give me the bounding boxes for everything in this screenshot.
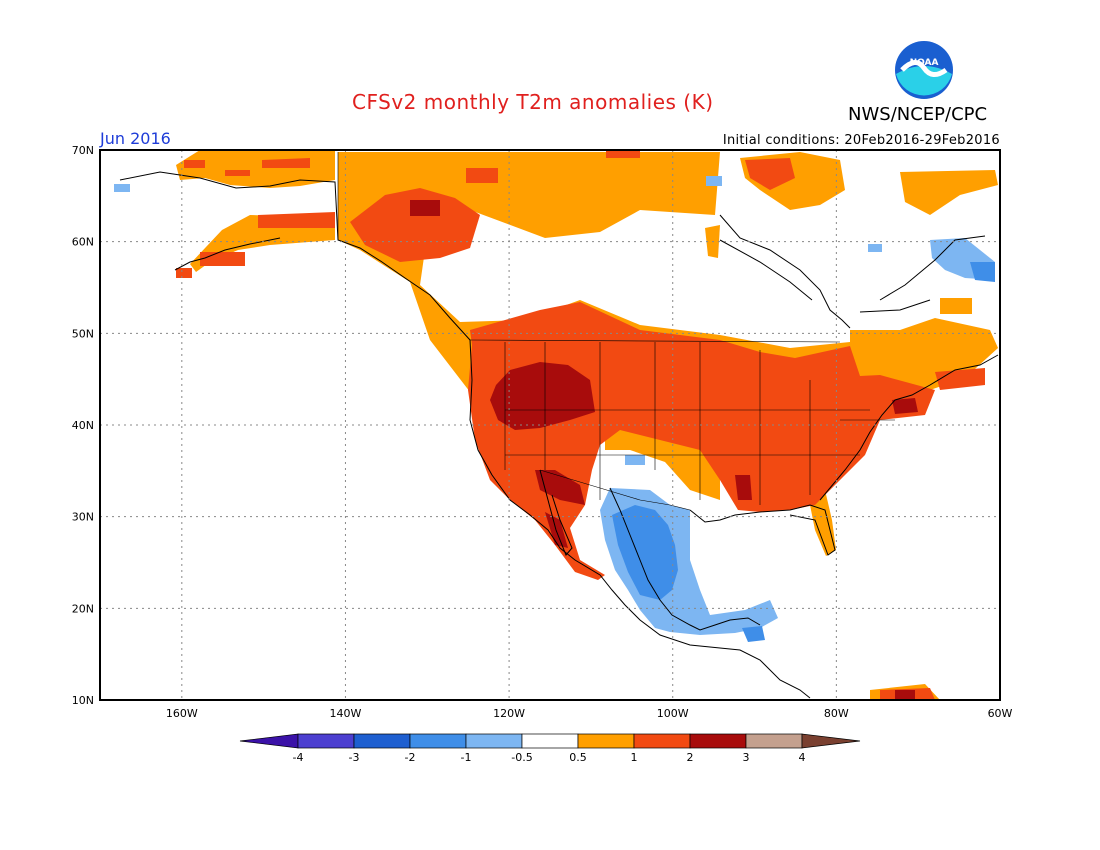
initial-conditions: Initial conditions: 20Feb2016-29Feb2016 xyxy=(722,133,1000,148)
colorbar-tick-label: -0.5 xyxy=(511,751,532,764)
lat-label: 30N xyxy=(72,511,94,524)
colorbar-tick-label: -3 xyxy=(349,751,360,764)
lon-label: 80W xyxy=(824,707,849,720)
lat-label: 50N xyxy=(72,327,94,340)
lat-label: 20N xyxy=(72,602,94,615)
lon-axis: 160W 140W 120W 100W 80W 60W xyxy=(166,707,1013,720)
colorbar-tick-label: 2 xyxy=(687,751,694,764)
coastlines xyxy=(119,171,999,699)
colorbar-tick-label: 1 xyxy=(631,751,638,764)
colorbar-tick-label: -4 xyxy=(293,751,304,764)
colorbar-swatch xyxy=(409,733,467,749)
colorbar-tick-label: -1 xyxy=(461,751,472,764)
colorbar-arrow-right xyxy=(801,733,861,749)
lon-label: 140W xyxy=(330,707,362,720)
lat-label: 70N xyxy=(72,144,94,157)
lat-label: 10N xyxy=(72,694,94,707)
colorbar-arrow-left xyxy=(239,733,299,749)
colorbar-swatch xyxy=(633,733,691,749)
colorbar-swatch xyxy=(577,733,635,749)
colorbar-swatch xyxy=(353,733,411,749)
map-frame xyxy=(99,149,1001,701)
colorbar-tick-label: 0.5 xyxy=(569,751,587,764)
graticule xyxy=(100,150,1000,700)
colorbar-swatch xyxy=(465,733,523,749)
colorbar-tick-label: 4 xyxy=(799,751,806,764)
lat-axis: 70N 60N 50N 40N 30N 20N 10N xyxy=(72,144,94,707)
lat-label: 60N xyxy=(72,236,94,249)
svg-text:NOAA: NOAA xyxy=(910,58,939,68)
agency-label: NWS/NCEP/CPC xyxy=(848,104,988,125)
colorbar: -4 -3 -2 -1 -0.5 0.5 1 2 3 4 xyxy=(239,733,861,764)
lat-label: 40N xyxy=(72,419,94,432)
chart-title: CFSv2 monthly T2m anomalies (K) xyxy=(352,90,714,114)
lon-label: 160W xyxy=(166,707,198,720)
borders xyxy=(337,152,895,511)
anomaly-blue xyxy=(612,262,995,642)
lon-label: 60W xyxy=(988,707,1013,720)
colorbar-swatch xyxy=(297,733,355,749)
colorbar-tick-label: 3 xyxy=(743,751,750,764)
colorbar-swatch xyxy=(689,733,747,749)
colorbar-swatch xyxy=(521,733,579,749)
lon-label: 100W xyxy=(657,707,689,720)
colorbar-tick-label: -2 xyxy=(405,751,416,764)
valid-month: Jun 2016 xyxy=(100,129,171,148)
noaa-logo: NOAA xyxy=(894,40,954,100)
colorbar-swatch xyxy=(745,733,803,749)
lon-label: 120W xyxy=(493,707,525,720)
